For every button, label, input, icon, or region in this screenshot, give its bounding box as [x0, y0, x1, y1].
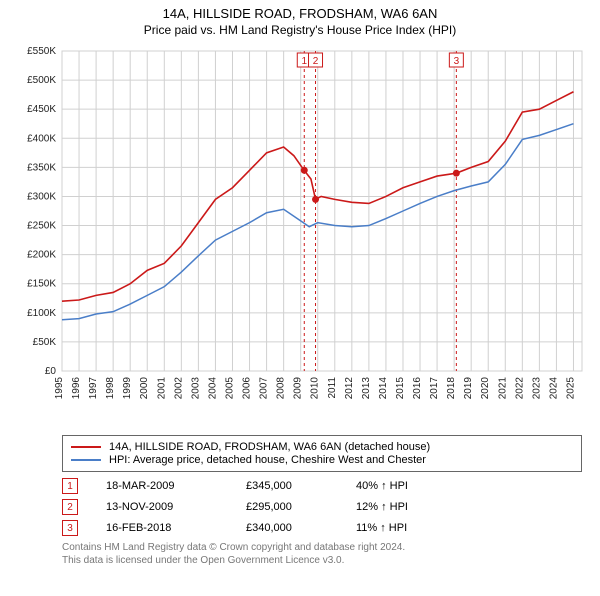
- chart-subtitle: Price paid vs. HM Land Registry's House …: [0, 23, 600, 37]
- chart-title: 14A, HILLSIDE ROAD, FRODSHAM, WA6 6AN: [0, 6, 600, 21]
- svg-text:2018: 2018: [446, 377, 457, 400]
- svg-text:1996: 1996: [71, 377, 82, 400]
- svg-text:£450K: £450K: [27, 104, 56, 115]
- svg-text:2003: 2003: [190, 377, 201, 400]
- event-pct: 12% ↑ HPI: [356, 501, 476, 513]
- svg-text:2011: 2011: [327, 377, 338, 399]
- event-row: 3 16-FEB-2018£340,00011% ↑ HPI: [62, 520, 582, 536]
- event-badge: 2: [62, 499, 78, 515]
- svg-text:2016: 2016: [412, 377, 423, 400]
- svg-text:2006: 2006: [242, 377, 253, 400]
- event-price: £340,000: [246, 522, 356, 534]
- svg-text:2007: 2007: [259, 377, 270, 400]
- chart-container: 14A, HILLSIDE ROAD, FRODSHAM, WA6 6AN Pr…: [0, 6, 600, 596]
- svg-text:2020: 2020: [480, 377, 491, 400]
- svg-text:2009: 2009: [293, 377, 304, 400]
- event-price: £295,000: [246, 501, 356, 513]
- svg-text:2017: 2017: [429, 377, 440, 400]
- svg-text:2021: 2021: [497, 377, 508, 400]
- event-list: 1 18-MAR-2009£345,00040% ↑ HPI 2 13-NOV-200…: [62, 478, 582, 536]
- svg-text:£200K: £200K: [27, 250, 56, 261]
- event-row: 2 13-NOV-2009£295,00012% ↑ HPI: [62, 499, 582, 515]
- chart-area: £0 £50K £100K £150K £200K £250K £300K £350K £400…: [0, 41, 600, 431]
- legend-swatch: [71, 446, 101, 448]
- svg-text:£500K: £500K: [27, 75, 56, 86]
- svg-text:£150K: £150K: [27, 279, 56, 290]
- svg-text:2002: 2002: [173, 377, 184, 400]
- svg-text:2024: 2024: [548, 377, 559, 400]
- svg-text:1995: 1995: [54, 377, 65, 400]
- legend-label: HPI: Average price, detached house, Ches…: [109, 454, 426, 466]
- legend: 14A, HILLSIDE ROAD, FRODSHAM, WA6 6AN (d…: [62, 435, 582, 472]
- svg-text:2010: 2010: [310, 377, 321, 400]
- svg-text:2012: 2012: [344, 377, 355, 400]
- legend-label: 14A, HILLSIDE ROAD, FRODSHAM, WA6 6AN (d…: [109, 441, 430, 453]
- svg-text:2001: 2001: [156, 377, 167, 400]
- svg-text:1997: 1997: [88, 377, 99, 400]
- svg-text:2005: 2005: [224, 377, 235, 400]
- svg-text:2019: 2019: [463, 377, 474, 400]
- line-chart-svg: £0 £50K £100K £150K £200K £250K £300K £350K £400…: [0, 41, 600, 431]
- svg-text:£50K: £50K: [33, 337, 57, 348]
- svg-text:£400K: £400K: [27, 133, 56, 144]
- event-date: 16-FEB-2018: [106, 522, 246, 534]
- svg-text:£350K: £350K: [27, 162, 56, 173]
- legend-row: HPI: Average price, detached house, Ches…: [71, 454, 573, 466]
- legend-swatch: [71, 459, 101, 461]
- svg-text:2015: 2015: [395, 377, 406, 400]
- svg-text:2013: 2013: [361, 377, 372, 400]
- svg-text:2: 2: [313, 56, 319, 67]
- svg-text:£250K: £250K: [27, 221, 56, 232]
- svg-text:2008: 2008: [276, 377, 287, 400]
- event-row: 1 18-MAR-2009£345,00040% ↑ HPI: [62, 478, 582, 494]
- legend-row: 14A, HILLSIDE ROAD, FRODSHAM, WA6 6AN (d…: [71, 441, 573, 453]
- svg-text:2004: 2004: [207, 377, 218, 400]
- svg-text:1: 1: [301, 56, 307, 67]
- svg-text:£0: £0: [45, 366, 57, 377]
- svg-text:1999: 1999: [122, 377, 133, 400]
- event-badge: 1: [62, 478, 78, 494]
- svg-text:£550K: £550K: [27, 46, 56, 57]
- footer: Contains HM Land Registry data © Crown c…: [62, 541, 582, 567]
- svg-text:2014: 2014: [378, 377, 389, 400]
- footer-line-2: This data is licensed under the Open Gov…: [62, 554, 582, 567]
- svg-text:1998: 1998: [105, 377, 116, 400]
- event-price: £345,000: [246, 480, 356, 492]
- svg-text:2000: 2000: [139, 377, 150, 400]
- svg-text:3: 3: [454, 56, 460, 67]
- svg-text:£300K: £300K: [27, 191, 56, 202]
- event-pct: 40% ↑ HPI: [356, 480, 476, 492]
- event-date: 18-MAR-2009: [106, 480, 246, 492]
- svg-text:2025: 2025: [565, 377, 576, 400]
- event-date: 13-NOV-2009: [106, 501, 246, 513]
- footer-line-1: Contains HM Land Registry data © Crown c…: [62, 541, 582, 554]
- event-badge: 3: [62, 520, 78, 536]
- svg-text:£100K: £100K: [27, 308, 56, 319]
- event-pct: 11% ↑ HPI: [356, 522, 476, 534]
- svg-text:2022: 2022: [514, 377, 525, 400]
- svg-text:2023: 2023: [531, 377, 542, 400]
